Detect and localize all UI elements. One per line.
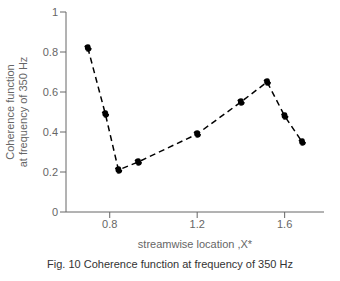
svg-text:0.8: 0.8 [102, 218, 117, 230]
svg-text:1.6: 1.6 [277, 218, 292, 230]
svg-text:streamwise location ,X*: streamwise location ,X* [138, 238, 253, 250]
svg-text:0.8: 0.8 [43, 46, 58, 58]
svg-text:0: 0 [52, 206, 58, 218]
svg-text:1: 1 [52, 6, 58, 18]
svg-text:0.4: 0.4 [43, 126, 58, 138]
svg-text:0.6: 0.6 [43, 86, 58, 98]
svg-text:1.2: 1.2 [190, 218, 205, 230]
html-text:Fig. 10 Coherence function at: Fig. 10 Coherence function at frequency … [47, 258, 293, 270]
svg-text:Coherence functionat frequency: Coherence functionat frequency of 350 Hz [8, 57, 29, 168]
svg-text:0.2: 0.2 [43, 166, 58, 178]
